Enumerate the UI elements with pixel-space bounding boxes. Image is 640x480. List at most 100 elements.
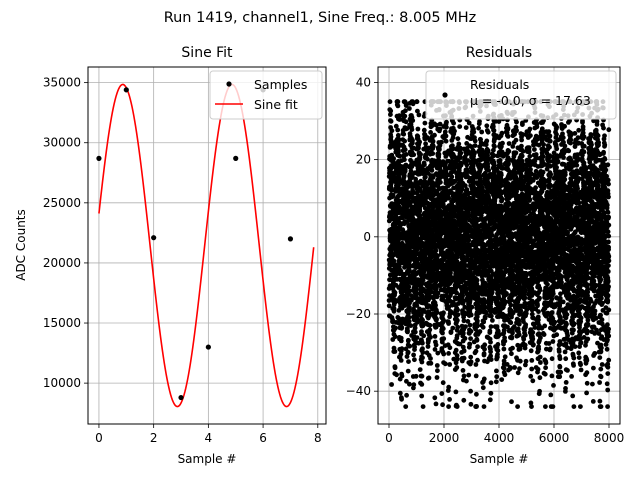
residual-point bbox=[413, 373, 419, 379]
residual-point bbox=[452, 128, 457, 134]
left-xtick-label: 0 bbox=[95, 431, 103, 445]
residual-point bbox=[402, 157, 407, 163]
residual-point bbox=[388, 134, 394, 140]
legend-samples-marker bbox=[226, 81, 232, 87]
residual-point bbox=[440, 380, 446, 386]
residual-point bbox=[456, 141, 462, 147]
residual-point bbox=[468, 354, 474, 360]
residual-point bbox=[440, 330, 445, 336]
residual-point bbox=[395, 127, 401, 133]
residual-point bbox=[430, 180, 435, 185]
residual-point bbox=[467, 341, 473, 347]
residual-point bbox=[411, 352, 416, 358]
residual-point bbox=[405, 184, 411, 190]
residual-point bbox=[391, 258, 397, 264]
residual-point bbox=[388, 108, 394, 114]
residual-point bbox=[458, 150, 464, 156]
residual-point bbox=[484, 138, 490, 144]
residual-point bbox=[389, 128, 395, 134]
residual-point bbox=[460, 368, 466, 373]
left-xlabel: Sample # bbox=[178, 452, 237, 466]
residual-point bbox=[394, 372, 399, 378]
residual-point bbox=[517, 358, 523, 364]
residual-point bbox=[447, 345, 453, 351]
residual-point bbox=[429, 168, 435, 173]
residual-point bbox=[512, 365, 517, 370]
residual-point bbox=[443, 138, 449, 144]
left-ytick-label: 35000 bbox=[43, 76, 81, 90]
residual-point bbox=[403, 119, 409, 125]
residual-point bbox=[404, 378, 409, 384]
residual-point bbox=[479, 129, 485, 135]
residual-point bbox=[389, 187, 395, 193]
sine-fit-panel: Sine Fit 0 2 4 6 810000150002000025000300003… bbox=[14, 45, 327, 466]
residual-point bbox=[395, 99, 401, 105]
residual-point bbox=[464, 162, 470, 168]
legend-samples-label: Samples bbox=[254, 77, 307, 92]
residual-point bbox=[403, 152, 409, 157]
residual-point bbox=[414, 99, 420, 105]
residual-point bbox=[430, 138, 436, 144]
residual-point bbox=[446, 384, 452, 390]
residual-point bbox=[397, 390, 403, 396]
residual-point bbox=[419, 393, 425, 399]
residual-point bbox=[481, 404, 487, 409]
residual-point bbox=[389, 382, 394, 387]
residual-point bbox=[455, 312, 461, 318]
residual-point bbox=[510, 330, 515, 336]
residual-point bbox=[408, 323, 414, 328]
residual-point bbox=[468, 328, 474, 334]
residual-point bbox=[404, 392, 409, 398]
residual-point bbox=[388, 112, 393, 117]
left-xtick-label: 2 bbox=[150, 431, 158, 445]
residual-point bbox=[458, 155, 463, 160]
residual-point bbox=[442, 361, 448, 367]
residual-point bbox=[417, 367, 423, 372]
residual-point bbox=[423, 141, 428, 147]
residual-point bbox=[506, 148, 512, 154]
residual-point bbox=[515, 370, 521, 376]
residual-point bbox=[420, 340, 425, 346]
residual-point bbox=[513, 150, 519, 156]
residual-point bbox=[420, 346, 425, 352]
residual-point bbox=[446, 351, 451, 356]
residual-point bbox=[438, 179, 443, 185]
residual-point bbox=[400, 293, 405, 298]
residual-point bbox=[499, 196, 505, 202]
residual-point bbox=[486, 168, 492, 173]
residual-point bbox=[407, 343, 413, 349]
left-xtick-label: 8 bbox=[314, 431, 322, 445]
residual-point bbox=[459, 186, 465, 192]
left-ylabel: ADC Counts bbox=[14, 209, 28, 281]
residual-point bbox=[435, 368, 440, 374]
residual-point bbox=[432, 334, 438, 339]
residual-point bbox=[499, 130, 505, 136]
residual-point bbox=[506, 161, 511, 167]
residual-point bbox=[410, 118, 416, 123]
residual-point bbox=[439, 391, 445, 396]
residual-point bbox=[428, 334, 433, 340]
residual-point bbox=[412, 329, 418, 335]
sample-point bbox=[151, 235, 157, 241]
residual-point bbox=[414, 315, 420, 321]
residual-point bbox=[406, 359, 411, 364]
sample-point bbox=[178, 394, 184, 401]
residual-point bbox=[474, 323, 480, 329]
sample-point bbox=[287, 236, 294, 242]
residual-point bbox=[434, 285, 439, 291]
residual-point bbox=[386, 303, 392, 309]
residual-point bbox=[409, 127, 415, 132]
residual-point bbox=[388, 118, 394, 124]
sample-point bbox=[123, 87, 129, 93]
residual-point bbox=[501, 365, 507, 371]
residual-point bbox=[436, 151, 442, 157]
residual-point bbox=[494, 368, 499, 374]
residual-point bbox=[488, 339, 493, 345]
residual-point bbox=[403, 346, 409, 352]
residual-point bbox=[469, 304, 475, 310]
residual-point bbox=[441, 310, 446, 316]
residual-point bbox=[419, 329, 424, 334]
residual-point bbox=[420, 404, 426, 409]
residual-point bbox=[417, 155, 423, 161]
residual-point bbox=[454, 404, 460, 409]
